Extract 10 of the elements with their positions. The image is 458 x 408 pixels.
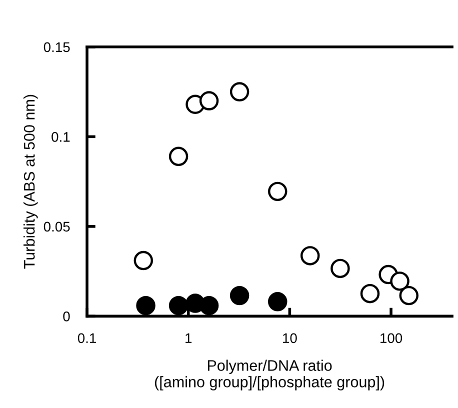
x-axis-title: Polymer/DNA ratio ([amino group]/[phosphate group]) <box>154 360 384 390</box>
x-tick-label: 0.1 <box>78 333 96 344</box>
y-axis-title: Turbidity (ABS at 500 nm) <box>24 94 38 269</box>
y-tick-label: 0.05 <box>44 222 70 232</box>
y-tick-label: 0.15 <box>44 42 70 52</box>
x-tick-label: 1 <box>186 333 192 343</box>
x-tick-label: 100 <box>380 333 402 344</box>
y-tick-label: 0.1 <box>52 132 70 142</box>
y-tick-label: 0 <box>63 312 70 322</box>
x-tick-label: 10 <box>283 333 297 344</box>
